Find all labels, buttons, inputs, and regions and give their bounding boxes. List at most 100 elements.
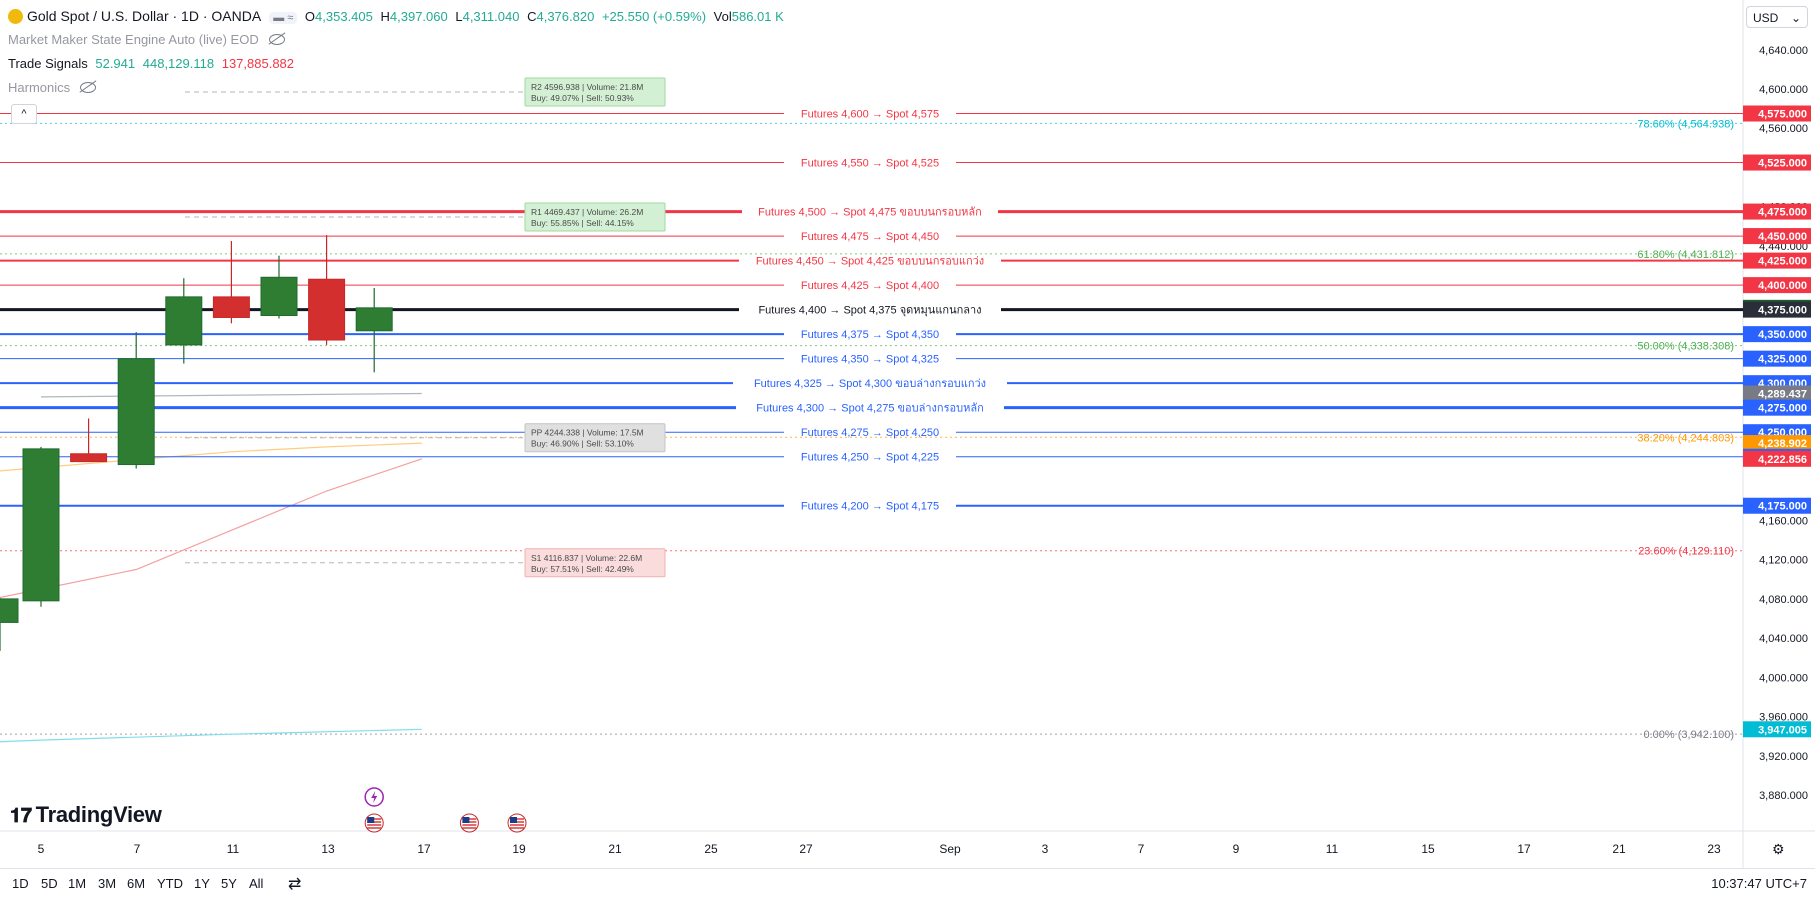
close-value: 4,376.820 (536, 9, 595, 24)
price-tag-bg (1743, 301, 1811, 318)
trade-signals-value-1: 52.941 (95, 56, 136, 71)
chart-type-pill[interactable]: ▬ ≈ (269, 12, 298, 24)
high-value: 4,397.060 (389, 9, 448, 24)
indicator-trade-signals[interactable]: Trade Signals 52.941 448,129.118 137,885… (8, 56, 298, 71)
hidden-eye-icon[interactable] (80, 82, 97, 93)
indicator-market-maker[interactable]: Market Maker State Engine Auto (live) EO… (8, 32, 289, 47)
level-label: Futures 4,250 → Spot 4,225 (801, 452, 939, 464)
level-label: Futures 4,375 → Spot 4,350 (801, 329, 939, 341)
x-tick-label: 11 (227, 842, 240, 856)
trade-signals-value-3: 137,885.882 (221, 56, 295, 71)
level-label: Futures 4,350 → Spot 4,325 (801, 354, 939, 366)
compare-range-icon[interactable]: ⇄ (288, 876, 302, 893)
axis-settings-icon[interactable]: ⚙ (1772, 841, 1785, 857)
flag-canton (462, 817, 470, 823)
fib-level-label: 50.00% (4,338.308) (1637, 341, 1734, 353)
y-tick-label: 4,120.000 (1759, 555, 1808, 567)
low-label: L (455, 9, 463, 24)
price-tag-bg (1743, 385, 1811, 402)
moving-average-line (0, 728, 422, 743)
pivot-info-line2: Buy: 49.07% | Sell: 50.93% (531, 93, 634, 103)
price-tag-bg (1743, 105, 1811, 122)
level-label: Futures 4,450 → Spot 4,425 ขอบบนกรอบแกว่… (756, 256, 984, 268)
tradingview-logo-mark: 𝟏𝟕 (10, 805, 32, 827)
y-tick-label: 4,080.000 (1759, 594, 1808, 606)
price-tag-bg (1743, 154, 1811, 171)
x-tick-label: 11 (1326, 842, 1339, 856)
range-button-5y[interactable]: 5Y (221, 876, 237, 891)
price-tag-bg (1743, 497, 1811, 514)
y-tick-label: 3,960.000 (1759, 712, 1808, 724)
price-tag-bg (1743, 450, 1811, 467)
range-button-1d[interactable]: 1D (12, 876, 29, 891)
level-label: Futures 4,425 → Spot 4,400 (801, 280, 939, 292)
price-tag-label: 4,525.000 (1758, 158, 1807, 170)
tradingview-logo[interactable]: 𝟏𝟕 TradingView (10, 802, 162, 828)
x-tick-label: 7 (134, 842, 141, 856)
level-label: Futures 4,500 → Spot 4,475 ขอบบนกรอบหลัก (758, 207, 982, 219)
us-flag-event-icon[interactable] (507, 813, 527, 833)
us-flag-event-icon[interactable] (364, 813, 384, 833)
price-tag-label: 4,475.000 (1758, 207, 1807, 219)
price-tag-label: 4,400.000 (1758, 280, 1807, 292)
level-label: Futures 4,200 → Spot 4,175 (801, 501, 939, 513)
candle-body (165, 296, 203, 346)
range-button-3m[interactable]: 3M (98, 876, 117, 891)
level-label: Futures 4,600 → Spot 4,575 (801, 109, 939, 121)
pivot-info-box (524, 423, 666, 453)
y-tick-label: 4,160.000 (1759, 515, 1808, 527)
x-tick-label: 21 (1612, 842, 1626, 856)
candle-body (117, 358, 155, 466)
tradingview-logo-text: TradingView (35, 802, 162, 827)
price-tag-bg (1743, 399, 1811, 416)
x-tick-label: 3 (1042, 842, 1049, 856)
collapse-legend-button[interactable]: ^ (11, 104, 37, 124)
range-button-5d[interactable]: 5D (41, 876, 58, 891)
candle-body (260, 276, 298, 317)
open-label: O (304, 9, 316, 24)
change-value: +25.550 (+0.59%) (601, 9, 707, 24)
price-chart[interactable]: 4,640.0004,600.0004,560.0004,480.0004,44… (0, 0, 1815, 868)
currency-select[interactable]: USD ⌄ (1746, 6, 1808, 28)
flag-canton (367, 817, 375, 823)
pivot-info-box (524, 548, 666, 578)
open-value: 4,353.405 (315, 9, 373, 24)
indicator-harmonics[interactable]: Harmonics (8, 80, 100, 95)
harmonics-label: Harmonics (8, 80, 71, 95)
price-tag-label: 4,325.000 (1758, 354, 1807, 366)
symbol-title[interactable]: Gold Spot / U.S. Dollar · 1D · OANDA (27, 8, 262, 24)
pivot-info-line2: Buy: 46.90% | Sell: 53.10% (531, 439, 634, 449)
lightning-event-icon[interactable] (364, 787, 384, 807)
clock[interactable]: 10:37:47 UTC+7 (1711, 876, 1807, 891)
currency-value: USD (1753, 11, 1779, 25)
y-tick-label: 4,640.000 (1759, 45, 1808, 57)
range-button-all[interactable]: All (249, 876, 264, 891)
x-tick-label: 15 (1421, 842, 1435, 856)
moving-average-line (0, 442, 422, 472)
us-flag-event-icon[interactable] (459, 813, 479, 833)
range-button-6m[interactable]: 6M (127, 876, 146, 891)
range-button-1m[interactable]: 1M (68, 876, 87, 891)
y-tick-label: 4,560.000 (1759, 123, 1808, 135)
flag-canton (510, 817, 517, 823)
price-tag-label: 3,947.005 (1758, 724, 1807, 736)
y-tick-label: 4,600.000 (1759, 84, 1808, 96)
bottom-toolbar (0, 868, 1815, 904)
x-tick-label: 27 (799, 842, 813, 856)
level-label: Futures 4,300 → Spot 4,275 ขอบล่างกรอบหล… (756, 403, 983, 415)
price-tag-label: 4,238.902 (1758, 438, 1807, 450)
lightning-bolt (371, 791, 378, 803)
price-tag-bg (1743, 203, 1811, 220)
level-label: Futures 4,325 → Spot 4,300 ขอบล่างกรอบแก… (754, 378, 986, 390)
gold-symbol-icon (8, 9, 23, 24)
fib-level-label: 0.00% (3,942.100) (1643, 729, 1734, 741)
close-label: C (527, 9, 537, 24)
x-tick-label: 13 (321, 842, 335, 856)
y-tick-label: 4,040.000 (1759, 633, 1808, 645)
range-button-1y[interactable]: 1Y (194, 876, 210, 891)
pivot-info-line1: R1 4469.437 | Volume: 26.2M (531, 207, 643, 217)
level-label: Futures 4,475 → Spot 4,450 (801, 231, 939, 243)
hidden-eye-icon[interactable] (268, 34, 285, 45)
range-button-ytd[interactable]: YTD (157, 876, 183, 891)
pivot-info-line1: PP 4244.338 | Volume: 17.5M (531, 428, 644, 438)
